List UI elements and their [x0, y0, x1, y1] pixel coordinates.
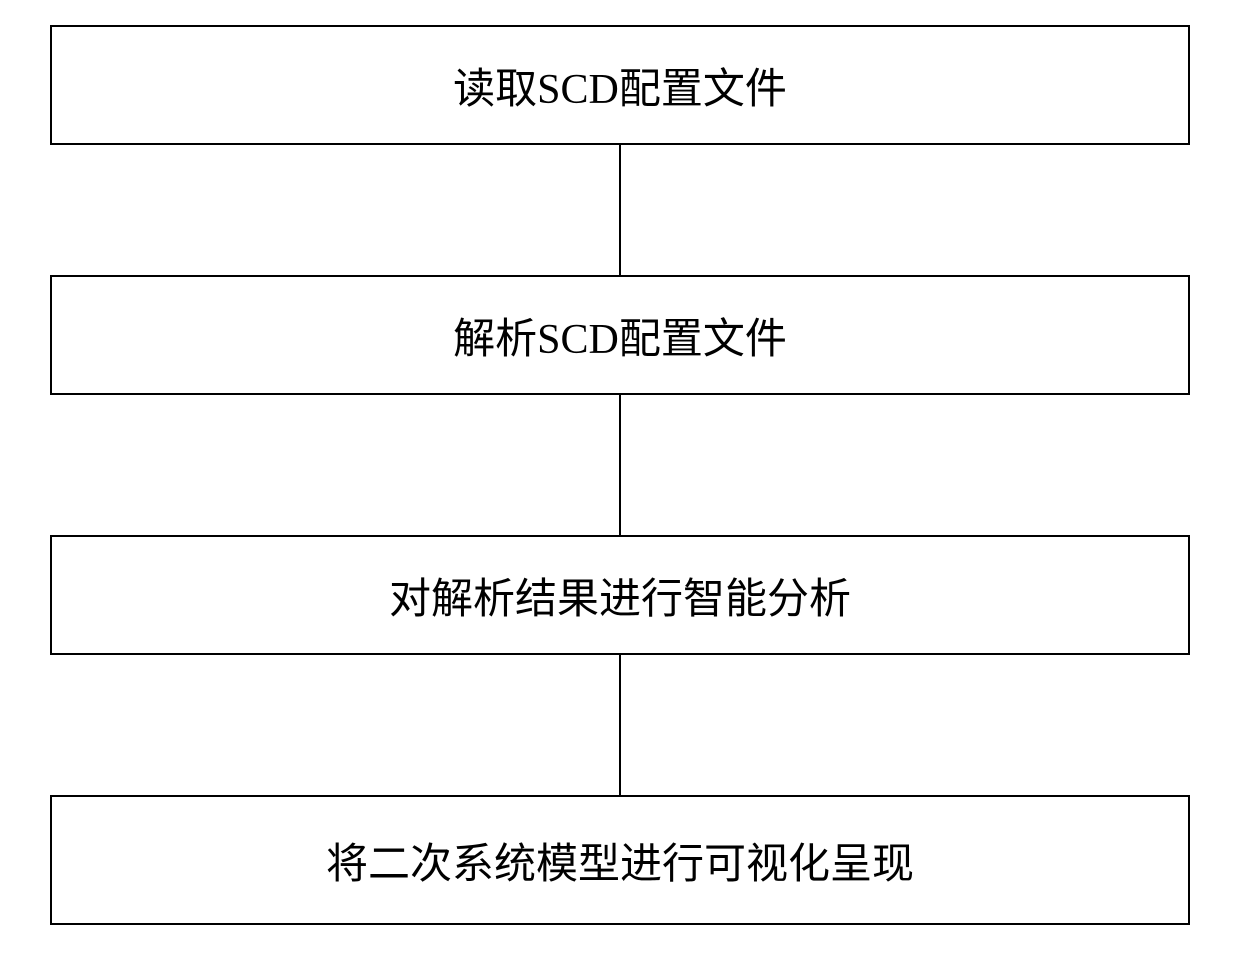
- node-label: 读取SCD配置文件: [453, 55, 787, 116]
- flowchart-node-3: 对解析结果进行智能分析: [50, 535, 1190, 655]
- flowchart-node-4: 将二次系统模型进行可视化呈现: [50, 795, 1190, 925]
- flowchart-edge-1: [619, 145, 621, 275]
- node-label: 解析SCD配置文件: [453, 305, 787, 366]
- flowchart-node-1: 读取SCD配置文件: [50, 25, 1190, 145]
- flowchart-node-2: 解析SCD配置文件: [50, 275, 1190, 395]
- flowchart-edge-2: [619, 395, 621, 535]
- node-label: 对解析结果进行智能分析: [389, 565, 851, 626]
- node-label: 将二次系统模型进行可视化呈现: [326, 830, 914, 891]
- flowchart-edge-3: [619, 655, 621, 795]
